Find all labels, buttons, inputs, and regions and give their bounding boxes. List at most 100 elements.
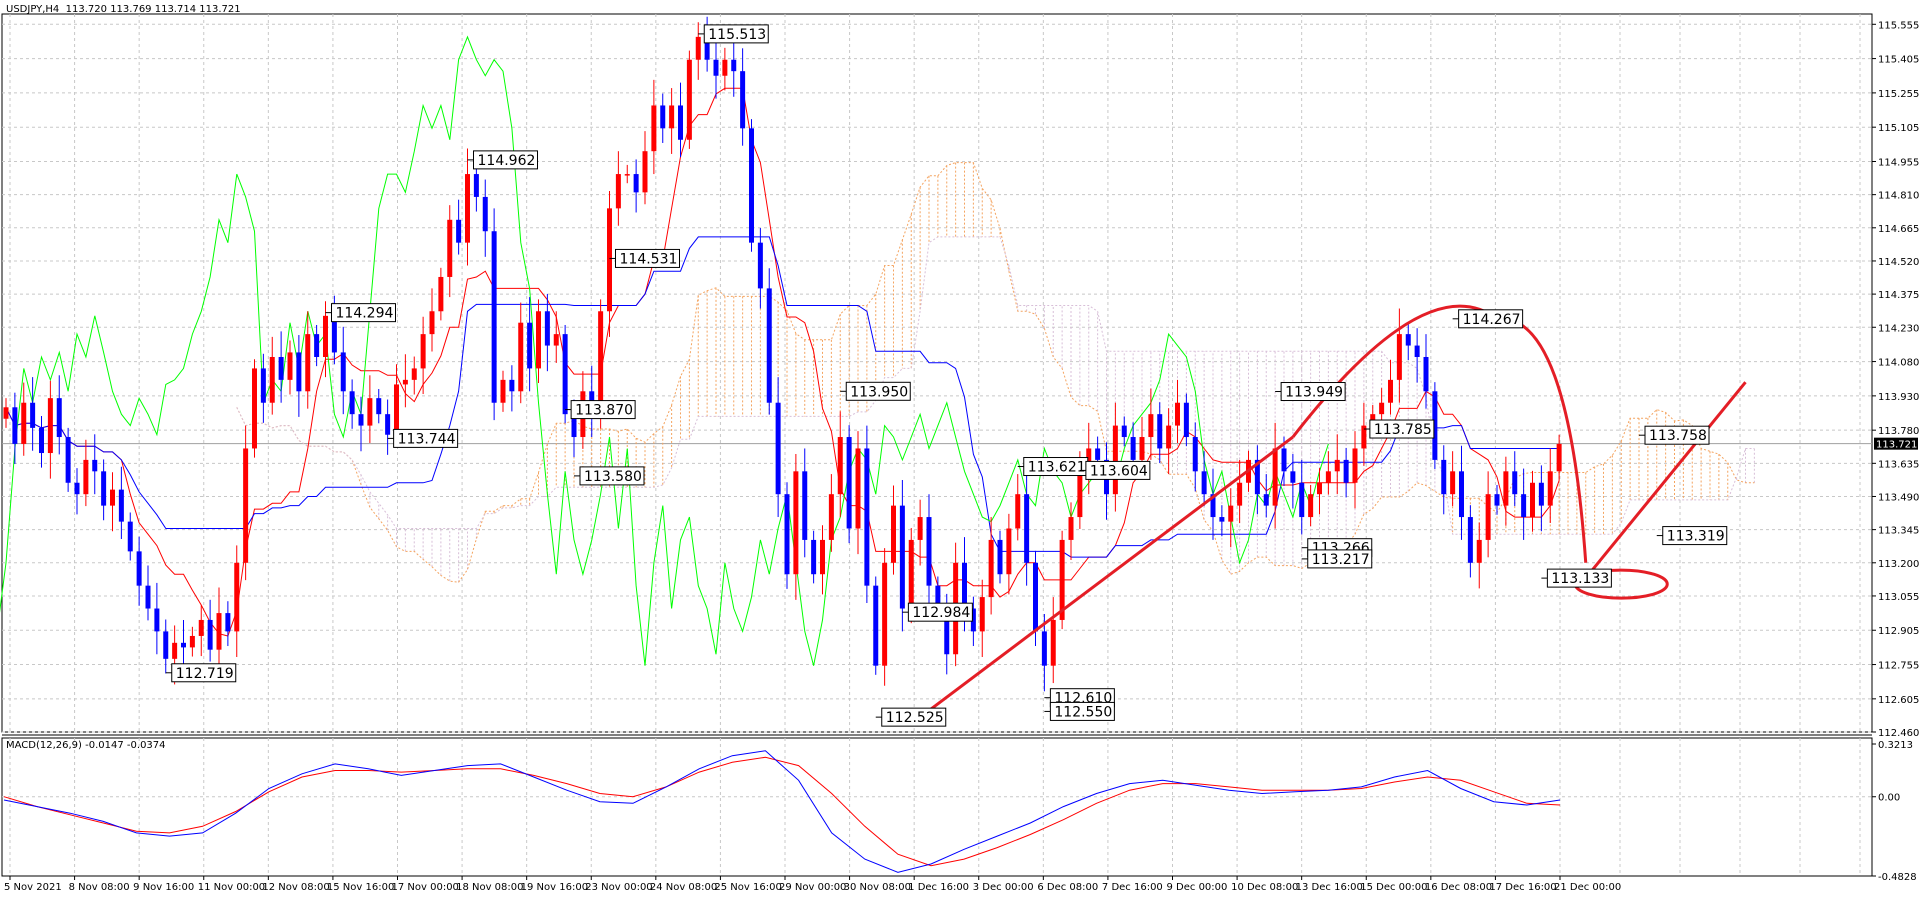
x-tick-label: 9 Dec 00:00 [1167,882,1228,893]
senkou-span-b [236,236,1755,535]
price-label: 113.785 [1374,422,1432,438]
candle-body [607,208,612,312]
candle-body [908,539,914,609]
price-label: 113.217 [1312,552,1370,568]
macd-signal-line [3,756,1561,867]
candle-body [331,315,337,353]
current-price-label: 113.721 [1876,440,1917,451]
price-label-box [570,400,636,420]
candle-body [1033,562,1038,632]
price-label: 115.513 [708,27,766,43]
candle-body [775,402,781,495]
candle-body [1121,425,1127,438]
candle-body [323,315,328,357]
candle-body [145,585,151,609]
price-label-box [1049,701,1115,721]
candle-body [1503,471,1509,506]
y-tick-label: 113.780 [1878,426,1919,437]
candle-body [1192,437,1198,472]
x-tick-label: 19 Nov 16:00 [521,882,588,893]
candle-body [447,219,453,277]
candle-body [260,368,266,403]
candle-body [394,384,399,435]
ohlc-values: 113.720 113.769 113.714 113.721 [65,4,241,15]
candle-body [243,448,249,563]
candle-body [979,597,985,632]
price-label: 113.870 [575,403,633,419]
candle-body [899,505,905,609]
price-label: 114.962 [478,153,536,169]
candle-body [544,311,550,346]
kijun-sen-line [5,236,1560,558]
x-tick-label: 9 Nov 16:00 [133,882,194,893]
x-tick-label: 12 Nov 08:00 [262,882,329,893]
candle-body [1050,619,1056,666]
y-tick-label: 114.375 [1878,290,1919,301]
candle-body [1521,494,1527,518]
price-label: 113.319 [1667,529,1725,545]
candle-body [438,276,444,312]
candle-body [562,334,568,415]
candle-body [1077,471,1083,518]
candle-body [828,494,834,540]
candle-body [1272,448,1278,506]
price-label-box [1280,382,1346,402]
x-tick-label: 24 Nov 08:00 [650,882,717,893]
candle-body [882,562,888,666]
candle-body [1308,494,1314,518]
candle-body [1219,517,1225,522]
x-tick-label: 21 Dec 00:00 [1554,882,1621,893]
candle-body [1254,459,1260,495]
candle-body [713,59,719,76]
candle-body [1379,402,1385,415]
candle-body [225,613,231,632]
candle-body [1343,459,1349,483]
candle-body [456,219,462,243]
y-tick-label: 114.955 [1878,157,1919,168]
candle-body [83,459,89,495]
price-label: 113.580 [584,469,642,485]
candle-body [1396,334,1402,380]
candle-body [855,448,861,529]
candle-body [411,368,417,380]
candle-body [1547,471,1553,506]
candle-body [1263,494,1269,506]
chart-header: USDJPY,H4 113.720 113.769 113.714 113.72… [6,4,241,15]
symbol-label: USDJPY,H4 [6,4,60,15]
x-tick-label: 13 Dec 16:00 [1296,882,1363,893]
candle-body [988,539,994,598]
candle-body [269,356,275,403]
candle-body [1086,448,1092,472]
candle-body [846,437,852,529]
y-tick-label: 113.930 [1878,392,1919,403]
candle-body [1201,471,1207,495]
recovery-trend-line[interactable] [1584,381,1747,580]
candle-body [1459,471,1464,518]
candle-body [695,36,701,60]
candle-body [30,402,36,428]
macd-y-tick-label: 0.00 [1878,793,1900,804]
candle-body [1334,459,1340,472]
uptrend-line[interactable] [919,435,1294,719]
price-label: 114.267 [1463,312,1521,328]
candle-body [1325,471,1331,483]
candle-body [207,619,213,650]
candle-body [651,105,657,152]
candle-body [65,437,71,483]
candle-body [811,539,817,575]
x-tick-label: 10 Dec 08:00 [1231,882,1298,893]
macd-values: -0.0147 -0.0374 [85,740,166,751]
candle-body [465,174,470,243]
macd-header: MACD(12,26,9) -0.0147 -0.0374 [6,740,166,751]
candle-body [216,613,222,650]
candle-body [757,242,763,289]
candle-body [722,59,728,76]
candle-body [1006,528,1012,575]
candle-body [1361,425,1367,449]
x-tick-label: 7 Dec 16:00 [1102,882,1163,893]
candle-body [1388,379,1393,403]
candle-body [420,334,426,369]
candle-body [527,322,533,369]
chikou-span-line [0,35,1329,666]
